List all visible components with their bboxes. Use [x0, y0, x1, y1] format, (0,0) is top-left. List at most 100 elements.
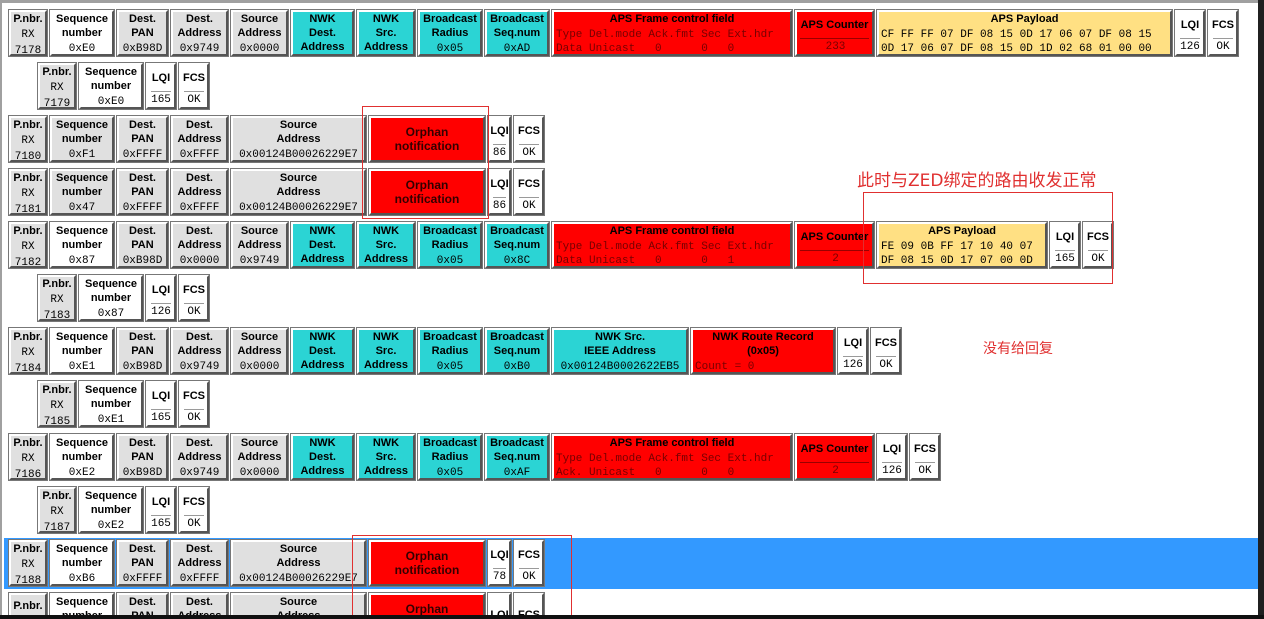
packet-row[interactable]: P.nbr. RX 7183 Sequence number 0x87 LQI 126 FCS O…	[37, 274, 210, 322]
fcs-cell[interactable]: FCS OK	[1207, 9, 1239, 57]
nwk-src-ieee-address-cell[interactable]: NWK Src. IEEE Address 0x00124B0002622EB5	[551, 327, 689, 375]
packet-row[interactable]: P.nbr. RX 7179 Sequence number 0xE0 LQI 165 FCS O…	[37, 62, 210, 110]
lqi-cell[interactable]: LQI	[487, 592, 512, 615]
broadcast-seq-num-cell[interactable]: Broadcast Seq.num 0xAD	[484, 9, 550, 57]
aps-frame-control-field-cell[interactable]: APS Frame control field Type Del.mode Ack…	[551, 9, 793, 57]
orphan-notification-cell[interactable]: Orphan notification	[368, 115, 486, 163]
lqi-cell[interactable]: LQI 78	[487, 539, 512, 587]
sequence-number-cell[interactable]: Sequence number 0x87	[49, 221, 115, 269]
dest-address-cell[interactable]: Dest. Address 0xFFFF	[170, 539, 229, 587]
packet-number-cell[interactable]: P.nbr. RX 7179	[37, 62, 77, 110]
source-address-cell[interactable]: Source Address 0x0000	[230, 9, 289, 57]
dest-address-cell[interactable]: Dest. Address 0x9749	[170, 9, 229, 57]
sequence-number-cell[interactable]: Sequence number 0x87	[78, 274, 144, 322]
packet-number-cell[interactable]: P.nbr. RX 7178	[8, 9, 48, 57]
source-address-cell[interactable]: Source Address 0x9749	[230, 221, 289, 269]
packet-row[interactable]: P.nbr. RX 7187 Sequence number 0xE2 LQI 165 FCS O…	[37, 486, 210, 534]
fcs-cell[interactable]: FCS OK	[870, 327, 902, 375]
dest-pan-cell[interactable]: Dest.PAN	[116, 592, 169, 615]
aps-payload-cell[interactable]: APS Payload FE 09 0B FF 17 10 40 07 DF 08 …	[876, 221, 1048, 269]
dest-address-cell[interactable]: Dest. Address 0x9749	[170, 433, 229, 481]
dest-address-cell[interactable]: Dest. Address 0xFFFF	[170, 115, 229, 163]
sequence-number-cell[interactable]: Sequence number 0xE2	[78, 486, 144, 534]
dest-address-cell[interactable]: Dest. Address 0x9749	[170, 327, 229, 375]
fcs-cell[interactable]: FCS OK	[178, 486, 210, 534]
broadcast-seq-num-cell[interactable]: Broadcast Seq.num 0xAF	[484, 433, 550, 481]
packet-number-cell[interactable]: P.nbr. RX 7182	[8, 221, 48, 269]
lqi-cell[interactable]: LQI 126	[1174, 9, 1206, 57]
packet-row[interactable]: P.nbr. RX 7182 Sequence number 0x87 Dest. PAN 0x…	[8, 221, 1114, 269]
fcs-cell[interactable]: FCS OK	[513, 115, 545, 163]
sequence-number-cell[interactable]: Sequence number 0xE1	[49, 327, 115, 375]
broadcast-radius-cell[interactable]: Broadcast Radius 0x05	[417, 9, 483, 57]
broadcast-radius-cell[interactable]: Broadcast Radius 0x05	[417, 221, 483, 269]
packet-number-cell[interactable]: P.nbr. RX 7185	[37, 380, 77, 428]
aps-frame-control-field-cell[interactable]: APS Frame control field Type Del.mode Ack…	[551, 221, 793, 269]
packet-row[interactable]: P.nbr.RXSequencenumberDest.PANDest.Addre…	[8, 592, 545, 615]
lqi-cell[interactable]: LQI 86	[487, 168, 512, 216]
sequence-number-cell[interactable]: Sequence number 0xE2	[49, 433, 115, 481]
dest-pan-cell[interactable]: Dest. PAN 0xB98D	[116, 9, 169, 57]
packet-row[interactable]: P.nbr. RX 7178 Sequence number 0xE0 Dest. PAN 0x…	[8, 9, 1239, 57]
orphan-notification-cell[interactable]: Orphan notification	[368, 592, 486, 615]
lqi-cell[interactable]: LQI 165	[145, 380, 177, 428]
packet-number-cell[interactable]: P.nbr. RX 7180	[8, 115, 48, 163]
fcs-cell[interactable]: FCS OK	[178, 274, 210, 322]
source-address-cell[interactable]: Source Address 0x00124B00026229E7	[230, 168, 367, 216]
source-address-cell[interactable]: Source Address 0x0000	[230, 327, 289, 375]
sequence-number-cell[interactable]: Sequence number 0xE0	[78, 62, 144, 110]
orphan-notification-cell[interactable]: Orphan notification	[368, 539, 486, 587]
lqi-cell[interactable]: LQI 126	[876, 433, 908, 481]
aps-payload-cell[interactable]: APS Payload CF FF FF 07 DF 08 15 0D 17 06…	[876, 9, 1173, 57]
packet-row[interactable]: P.nbr. RX 7185 Sequence number 0xE1 LQI 165 FCS O…	[37, 380, 210, 428]
sequence-number-cell[interactable]: Sequence number 0xE0	[49, 9, 115, 57]
orphan-notification-cell[interactable]: Orphan notification	[368, 168, 486, 216]
packet-number-cell[interactable]: P.nbr. RX 7186	[8, 433, 48, 481]
dest-pan-cell[interactable]: Dest. PAN 0xB98D	[116, 433, 169, 481]
packet-number-cell[interactable]: P.nbr. RX 7183	[37, 274, 77, 322]
fcs-cell[interactable]: FCS OK	[513, 539, 545, 587]
fcs-cell[interactable]: FCS OK	[909, 433, 941, 481]
lqi-cell[interactable]: LQI 165	[145, 62, 177, 110]
fcs-cell[interactable]: FCS OK	[178, 380, 210, 428]
packet-number-cell[interactable]: P.nbr. RX 7188	[8, 539, 48, 587]
fcs-cell[interactable]: FCS OK	[178, 62, 210, 110]
lqi-cell[interactable]: LQI 86	[487, 115, 512, 163]
packet-number-cell[interactable]: P.nbr.RX	[8, 592, 48, 615]
dest-pan-cell[interactable]: Dest. PAN 0xB98D	[116, 327, 169, 375]
broadcast-seq-num-cell[interactable]: Broadcast Seq.num 0xB0	[484, 327, 550, 375]
broadcast-seq-num-cell[interactable]: Broadcast Seq.num 0x8C	[484, 221, 550, 269]
lqi-cell[interactable]: LQI 165	[145, 486, 177, 534]
dest-address-cell[interactable]: Dest.Address	[170, 592, 229, 615]
aps-counter-cell[interactable]: APS Counter 2	[794, 433, 875, 481]
packet-row[interactable]: P.nbr. RX 7188 Sequence number 0xB6 Dest. PAN 0x…	[8, 539, 545, 587]
lqi-cell[interactable]: LQI 126	[837, 327, 869, 375]
sequence-number-cell[interactable]: Sequence number 0xB6	[49, 539, 115, 587]
fcs-cell[interactable]: FCS	[513, 592, 545, 615]
fcs-cell[interactable]: FCS OK	[513, 168, 545, 216]
source-address-cell[interactable]: Source Address 0x00124B00026229E7	[230, 115, 367, 163]
broadcast-radius-cell[interactable]: Broadcast Radius 0x05	[417, 433, 483, 481]
sequence-number-cell[interactable]: Sequence number 0xF1	[49, 115, 115, 163]
sequence-number-cell[interactable]: Sequence number 0xE1	[78, 380, 144, 428]
dest-address-cell[interactable]: Dest. Address 0x0000	[170, 221, 229, 269]
source-address-cell[interactable]: Source Address 0x0000	[230, 433, 289, 481]
aps-frame-control-field-cell[interactable]: APS Frame control field Type Del.mode Ack…	[551, 433, 793, 481]
dest-pan-cell[interactable]: Dest. PAN 0xFFFF	[116, 168, 169, 216]
source-address-cell[interactable]: Source Address 0x00124B00026229E7	[230, 539, 367, 587]
broadcast-radius-cell[interactable]: Broadcast Radius 0x05	[417, 327, 483, 375]
packet-row[interactable]: P.nbr. RX 7181 Sequence number 0x47 Dest. PAN 0x…	[8, 168, 545, 216]
dest-pan-cell[interactable]: Dest. PAN 0xFFFF	[116, 539, 169, 587]
dest-pan-cell[interactable]: Dest. PAN 0xFFFF	[116, 115, 169, 163]
sequence-number-cell[interactable]: Sequence number 0x47	[49, 168, 115, 216]
dest-pan-cell[interactable]: Dest. PAN 0xB98D	[116, 221, 169, 269]
lqi-cell[interactable]: LQI 126	[145, 274, 177, 322]
